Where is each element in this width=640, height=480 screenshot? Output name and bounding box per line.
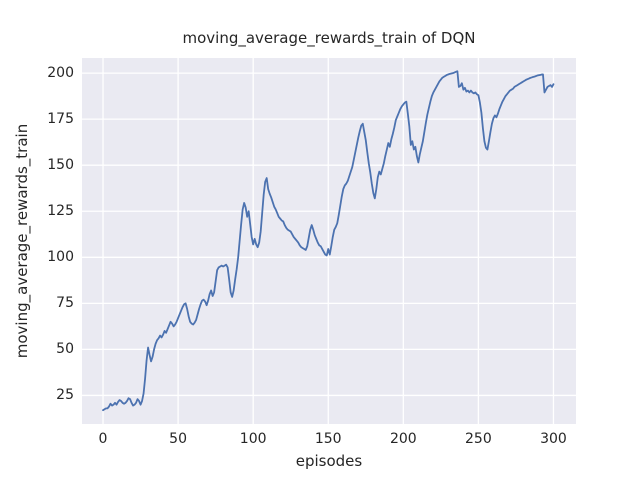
- x-tick-label: 0: [98, 431, 108, 447]
- chart-title: moving_average_rewards_train of DQN: [182, 29, 476, 47]
- x-tick-label: 150: [314, 431, 342, 447]
- x-tick-label: 50: [169, 431, 187, 447]
- y-tick-label: 200: [47, 65, 74, 82]
- x-tick-label: 200: [389, 431, 417, 447]
- y-tick-label: 50: [56, 341, 74, 358]
- y-tick-label: 175: [47, 111, 74, 128]
- y-tick-label: 150: [47, 157, 74, 174]
- x-axis-label: episodes: [295, 452, 363, 470]
- x-tick-label: 300: [540, 431, 567, 447]
- y-tick-label: 100: [47, 249, 74, 266]
- x-tick-label: 100: [239, 431, 267, 447]
- y-tick-label: 25: [56, 387, 74, 404]
- plot-background: [82, 58, 576, 424]
- y-tick-label: 75: [56, 295, 74, 312]
- y-tick-label: 125: [47, 203, 74, 220]
- data-line-moving_average_rewards_train: [102, 70, 555, 412]
- plot-area: [82, 58, 576, 424]
- x-tick-label: 250: [465, 431, 492, 447]
